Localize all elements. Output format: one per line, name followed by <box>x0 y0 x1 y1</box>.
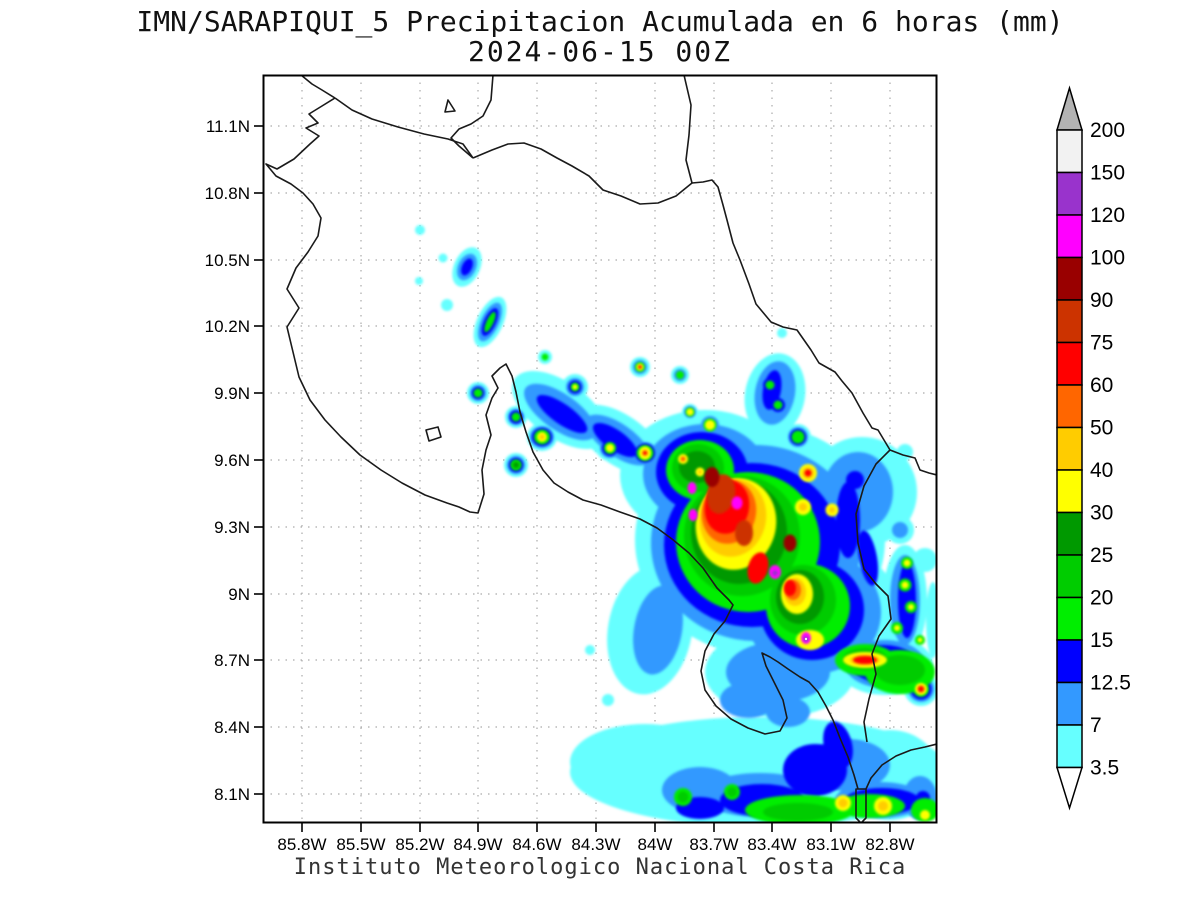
coastline-lake-east-shore <box>450 76 494 159</box>
lon-tick-label: 85.2W <box>395 835 444 854</box>
lat-tick-label: 10.2N <box>205 317 250 336</box>
colorbar-label: 7 <box>1090 714 1102 737</box>
colorbar-cell <box>1056 171 1083 216</box>
lat-tick-label: 8.1N <box>214 785 250 804</box>
lon-axis: 85.8W 85.5W 85.2W 84.9W 84.6W 84.3W 84W … <box>277 835 914 854</box>
coastline-panama-south <box>865 743 936 790</box>
colorbar-cell <box>1056 256 1083 301</box>
coastlines <box>265 76 936 822</box>
lon-tick-label: 82.8W <box>865 835 914 854</box>
colorbar-cell <box>1056 511 1083 556</box>
colorbar-cell <box>1056 639 1083 684</box>
precip-level-90 <box>704 467 797 552</box>
colorbar-label: 15 <box>1090 629 1113 652</box>
lon-tick-label: 84.9W <box>453 835 502 854</box>
border-panama <box>855 449 892 743</box>
colorbar-label: 60 <box>1090 374 1113 397</box>
colorbar-cell <box>1056 129 1083 174</box>
lat-axis: 11.1N 10.8N 10.5N 10.2N 9.9N 9.6N 9.3N 9… <box>205 117 250 804</box>
lon-tick-label: 83.7W <box>689 835 738 854</box>
burica-peninsula-outline <box>855 788 867 822</box>
lon-tick-label: 85.5W <box>336 835 385 854</box>
lat-tick-label: 8.4N <box>214 718 250 737</box>
page-title: IMN/SARAPIQUI_5 Precipitacion Acumulada … <box>136 5 1064 38</box>
colorbar-label: 75 <box>1090 332 1113 355</box>
lon-tick-label: 84.6W <box>512 835 561 854</box>
colorbar-cell <box>1056 596 1083 641</box>
precip-level-150 <box>804 637 808 641</box>
colorbar-labels: 200 150 120 100 90 75 60 50 40 30 25 20 … <box>1090 119 1131 780</box>
lon-tick-label: 84W <box>638 835 673 854</box>
lat-tick-label: 11.1N <box>206 117 250 136</box>
colorbar: 200 150 120 100 90 75 60 50 40 30 25 20 … <box>1055 85 1131 811</box>
colorbar-cell <box>1056 341 1083 386</box>
colorbar-label: 90 <box>1090 289 1113 312</box>
lon-tick-label: 85.8W <box>277 835 326 854</box>
lat-tick-label: 9N <box>228 585 250 604</box>
colorbar-label: 12.5 <box>1090 672 1131 695</box>
axis-ticks <box>254 125 891 832</box>
colorbar-label: 25 <box>1090 544 1113 567</box>
lat-tick-label: 8.7N <box>214 651 250 670</box>
small-lake-outline <box>425 426 442 442</box>
colorbar-cell <box>1056 384 1083 429</box>
colorbar-label: 3.5 <box>1090 757 1119 780</box>
footer-credit: Instituto Meteorologico Nacional Costa R… <box>293 855 907 880</box>
lat-tick-label: 10.8N <box>205 184 250 203</box>
lat-tick-label: 9.3N <box>214 518 250 537</box>
island-outline <box>444 99 456 113</box>
lon-tick-label: 83.1W <box>806 835 855 854</box>
colorbar-label: 120 <box>1090 204 1125 227</box>
map-frame <box>262 74 938 824</box>
lat-tick-label: 9.6N <box>214 451 250 470</box>
lon-tick-label: 83.4W <box>747 835 796 854</box>
colorbar-under-arrow <box>1055 766 1084 811</box>
coastline-lake-south-shore <box>334 97 474 159</box>
colorbar-cell <box>1056 681 1083 726</box>
coastline-pacific <box>265 97 859 790</box>
colorbar-cell <box>1056 426 1083 471</box>
colorbar-cell <box>1056 214 1083 259</box>
coastline-san-juan-river <box>472 142 693 205</box>
colorbar-label: 200 <box>1090 119 1125 142</box>
colorbar-cell <box>1056 724 1083 769</box>
precip-shading <box>415 225 936 822</box>
colorbar-cell <box>1056 299 1083 344</box>
lon-tick-label: 84.3W <box>571 835 620 854</box>
colorbar-cell <box>1056 469 1083 514</box>
coastline-nicaragua-lake-west <box>300 76 336 99</box>
lat-tick-label: 10.5N <box>205 251 250 270</box>
colorbar-label: 20 <box>1090 587 1113 610</box>
colorbar-label: 40 <box>1090 459 1113 482</box>
lat-tick-label: 9.9N <box>214 384 250 403</box>
page-subtitle: 2024-06-15 00Z <box>467 35 732 68</box>
colorbar-label: 150 <box>1090 162 1125 185</box>
colorbar-label: 30 <box>1090 502 1113 525</box>
colorbar-label: 100 <box>1090 247 1125 270</box>
colorbar-label: 50 <box>1090 417 1113 440</box>
colorbar-cell <box>1056 554 1083 599</box>
colorbar-over-arrow <box>1055 85 1084 131</box>
